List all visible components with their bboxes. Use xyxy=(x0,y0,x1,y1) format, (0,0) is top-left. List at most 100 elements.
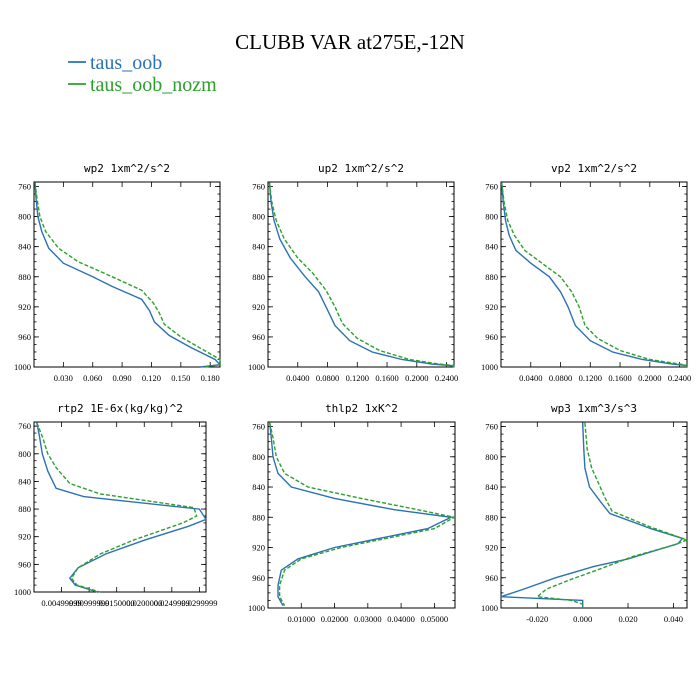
y-tick-label: 960 xyxy=(485,573,498,583)
x-tick-label: 0.0200000 xyxy=(126,598,162,608)
plot-frame xyxy=(33,421,207,593)
x-tick-label: 0.0800 xyxy=(549,373,572,383)
y-tick-label: 800 xyxy=(485,212,498,222)
series-line-taus-oob-nozm xyxy=(535,422,690,608)
x-tick-label: 0.0800 xyxy=(316,373,339,383)
x-tick-label: 0.150 xyxy=(171,373,190,383)
x-tick-label: 0.02000 xyxy=(321,614,349,624)
y-tick-label: 920 xyxy=(18,532,31,542)
y-tick-label: 920 xyxy=(485,543,498,553)
y-tick-label: 760 xyxy=(252,182,265,192)
figure-title: CLUBB VAR at275E,-12N xyxy=(235,30,465,54)
y-tick-label: 800 xyxy=(252,212,265,222)
y-tick-label: 960 xyxy=(18,559,31,569)
y-tick-label: 1000 xyxy=(14,587,31,597)
panel-title: wp2 1xm^2/s^2 xyxy=(84,162,170,175)
panel-5: thlp2 1xK^2 760 800 840 880 920 960 1000 0.01000… xyxy=(248,402,457,624)
y-tick-label: 840 xyxy=(485,482,498,492)
x-tick-label: 0.2400 xyxy=(668,373,691,383)
panel-6: wp3 1xm^3/s^3 760 800 840 880 920 960 1000 -0.02… xyxy=(481,402,690,624)
plot-frame xyxy=(33,181,221,368)
y-tick-label: 760 xyxy=(485,182,498,192)
panel-title: thlp2 1xK^2 xyxy=(325,402,398,415)
x-tick-label: 0.090 xyxy=(113,373,132,383)
x-tick-label: 0.030 xyxy=(54,373,73,383)
x-tick-label: 0.1600 xyxy=(608,373,631,383)
y-tick-label: 800 xyxy=(252,452,265,462)
panel-title: rtp2 1E-6x(kg/kg)^2 xyxy=(57,402,183,415)
y-tick-label: 760 xyxy=(485,422,498,432)
x-tick-label: 0.01000 xyxy=(287,614,315,624)
legend-label-taus-oob: taus_oob xyxy=(90,52,162,74)
series-line-taus-oob xyxy=(268,182,455,368)
series-line-taus-oob-nozm xyxy=(36,422,198,593)
y-tick-label: 880 xyxy=(485,272,498,282)
series-line-taus-oob xyxy=(36,422,208,593)
x-tick-label: 0.04000 xyxy=(387,614,415,624)
panel-title: up2 1xm^2/s^2 xyxy=(318,162,404,175)
series-line-taus-oob-nozm xyxy=(268,182,455,367)
series-line-taus-oob xyxy=(500,422,684,608)
x-tick-label: 0.020 xyxy=(618,614,637,624)
series-line-taus-oob-nozm xyxy=(269,422,457,607)
y-tick-label: 840 xyxy=(18,476,31,486)
y-tick-label: 1000 xyxy=(14,362,31,372)
y-tick-label: 760 xyxy=(18,182,31,192)
x-tick-label: 0.060 xyxy=(83,373,102,383)
y-tick-label: 920 xyxy=(252,302,265,312)
panel-3: vp2 1xm^2/s^2 760 800 840 880 920 960 1000 0.040… xyxy=(481,162,691,383)
x-tick-label: 0.0400 xyxy=(286,373,309,383)
y-tick-label: 1000 xyxy=(248,362,265,372)
y-tick-label: 880 xyxy=(485,512,498,522)
series-line-taus-oob xyxy=(269,422,454,607)
plot-frame xyxy=(500,181,688,368)
panel-1: wp2 1xm^2/s^2 760 800 840 880 920 960 1000 0.030… xyxy=(14,162,222,383)
y-tick-label: 960 xyxy=(252,332,265,342)
y-tick-label: 920 xyxy=(18,302,31,312)
x-tick-label: 0.1600 xyxy=(375,373,398,383)
x-tick-label: 0.120 xyxy=(142,373,161,383)
y-tick-label: 880 xyxy=(252,272,265,282)
y-tick-label: 880 xyxy=(18,504,31,514)
y-tick-label: 800 xyxy=(485,452,498,462)
x-tick-label: 0.1200 xyxy=(346,373,369,383)
x-tick-label: 0.0400 xyxy=(519,373,542,383)
y-tick-label: 800 xyxy=(18,212,31,222)
x-tick-label: -0.020 xyxy=(526,614,548,624)
plot-frame xyxy=(267,181,455,368)
x-tick-label: 0.00499999 xyxy=(41,598,81,608)
y-tick-label: 1000 xyxy=(481,603,498,613)
x-tick-label: 0.0299999 xyxy=(181,598,217,608)
series-line-taus-oob xyxy=(34,182,222,368)
y-tick-label: 840 xyxy=(485,242,498,252)
panel-title: vp2 1xm^2/s^2 xyxy=(551,162,637,175)
x-tick-label: 0.00999999 xyxy=(69,598,109,608)
x-tick-label: 0.1200 xyxy=(579,373,602,383)
x-tick-label: 0.0249999 xyxy=(154,598,190,608)
y-tick-label: 960 xyxy=(485,332,498,342)
x-tick-label: 0.03000 xyxy=(354,614,382,624)
y-tick-label: 920 xyxy=(485,302,498,312)
panel-2: up2 1xm^2/s^2 760 800 840 880 920 960 1000 0.040… xyxy=(248,162,458,383)
y-tick-label: 1000 xyxy=(248,603,265,613)
legend-label-taus-oob-nozm: taus_oob_nozm xyxy=(90,74,217,96)
y-tick-label: 760 xyxy=(252,422,265,432)
y-tick-label: 800 xyxy=(18,449,31,459)
y-tick-label: 760 xyxy=(18,421,31,431)
y-tick-label: 880 xyxy=(252,512,265,522)
y-tick-label: 960 xyxy=(18,332,31,342)
y-tick-label: 840 xyxy=(252,242,265,252)
series-line-taus-oob-nozm xyxy=(501,182,688,367)
y-tick-label: 920 xyxy=(252,543,265,553)
plot-frame xyxy=(500,421,688,609)
legend: taus_oob taus_oob_nozm xyxy=(68,52,217,96)
y-tick-label: 840 xyxy=(18,242,31,252)
x-tick-label: 0.05000 xyxy=(421,614,449,624)
x-tick-label: 0.2400 xyxy=(435,373,458,383)
panel-4: rtp2 1E-6x(kg/kg)^2 760 800 840 880 920 960 100… xyxy=(14,402,217,608)
y-tick-label: 880 xyxy=(18,272,31,282)
x-tick-label: 0.040 xyxy=(664,614,683,624)
x-tick-label: 0.2000 xyxy=(638,373,661,383)
panels-container: wp2 1xm^2/s^2 760 800 840 880 920 960 1000 0.030… xyxy=(14,162,691,624)
